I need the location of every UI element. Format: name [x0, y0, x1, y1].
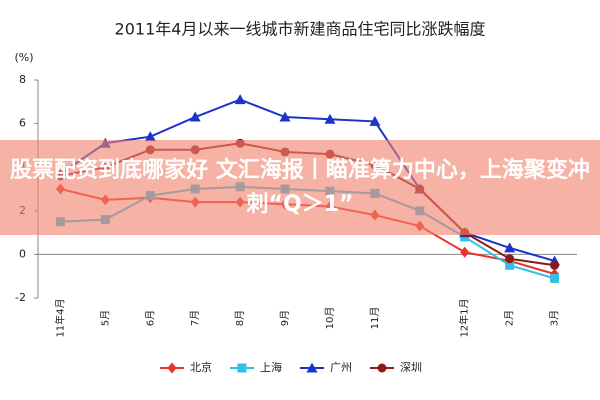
- point: [144, 131, 156, 142]
- legend-label: 上海: [260, 360, 282, 374]
- x-tick-label: 5月: [99, 310, 111, 326]
- point: [550, 273, 560, 283]
- point: [234, 94, 246, 105]
- x-tick-label: 8月: [234, 310, 246, 326]
- y-tick-label: 8: [19, 73, 26, 86]
- x-tick-label: 12年1月: [458, 298, 471, 337]
- point: [460, 246, 470, 258]
- point: [279, 111, 291, 122]
- legend-label: 深圳: [400, 361, 422, 374]
- x-tick-label: 9月: [279, 310, 291, 326]
- point: [189, 111, 201, 122]
- point: [369, 115, 381, 126]
- legend-label: 北京: [190, 360, 212, 374]
- y-tick-label: 0: [19, 247, 26, 260]
- banner-text: 股票配资到底哪家好 文汇海报丨瞄准算力中心，上海聚变冲刺“Q＞1”: [10, 157, 590, 217]
- x-tick-label: 2月: [504, 310, 516, 326]
- banner: 股票配资到底哪家好 文汇海报丨瞄准算力中心，上海聚变冲刺“Q＞1”: [0, 140, 600, 235]
- point: [324, 113, 336, 124]
- x-tick-label: 10月: [324, 307, 336, 330]
- point: [505, 254, 515, 264]
- point: [504, 242, 516, 253]
- y-tick-label: 6: [19, 117, 26, 130]
- point: [167, 362, 177, 374]
- chart-title: 2011年4月以来一线城市新建商品住宅同比涨跌幅度: [115, 20, 486, 39]
- point: [550, 260, 560, 270]
- y-tick-label: -2: [15, 291, 26, 304]
- y-axis-label: (%): [14, 51, 33, 64]
- point: [505, 260, 515, 270]
- legend-label: 广州: [330, 361, 352, 374]
- point: [306, 362, 318, 373]
- x-tick-label: 11年4月: [53, 298, 66, 337]
- point: [237, 363, 247, 373]
- x-tick-label: 7月: [189, 310, 201, 326]
- series-line: [59, 98, 555, 262]
- x-tick-label: 11月: [369, 307, 381, 330]
- x-tick-label: 6月: [144, 310, 156, 326]
- point: [377, 363, 387, 373]
- x-tick-label: 3月: [549, 310, 561, 326]
